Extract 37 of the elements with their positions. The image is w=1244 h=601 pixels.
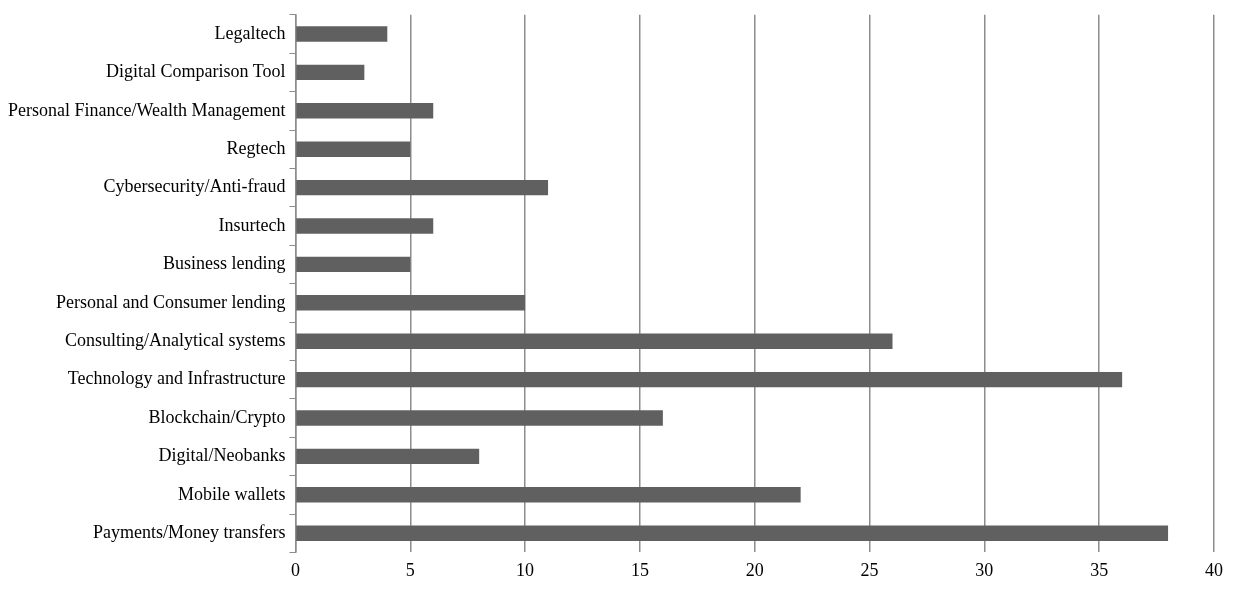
y-tick-label: Payments/Money transfers <box>92 521 286 542</box>
bar <box>296 333 893 349</box>
bar <box>296 103 434 119</box>
x-tick-label: 10 <box>516 559 535 580</box>
bar <box>296 179 549 196</box>
bar <box>296 487 801 503</box>
bar <box>296 410 663 426</box>
y-tick-label: Cybersecurity/Anti-fraud <box>103 176 286 197</box>
x-tick-label: 25 <box>860 559 879 580</box>
y-tick-label: Mobile wallets <box>177 483 286 504</box>
x-tick-label: 20 <box>745 559 764 580</box>
x-tick-label: 0 <box>290 559 300 580</box>
bar <box>296 295 526 311</box>
y-tick-label: Personal and Consumer lending <box>55 291 286 312</box>
bar <box>296 525 1169 541</box>
bar <box>296 371 1123 388</box>
bar <box>296 26 388 42</box>
bar <box>296 256 411 273</box>
x-tick-label: 40 <box>1205 559 1223 580</box>
y-tick-label: Blockchain/Crypto <box>148 406 286 427</box>
y-tick-label: Insurtech <box>218 214 286 235</box>
y-tick-label: Digital/Neobanks <box>158 445 286 466</box>
y-tick-label: Technology and Infrastructure <box>67 368 286 389</box>
y-tick-label: Digital Comparison Tool <box>106 61 286 82</box>
x-tick-label: 35 <box>1090 559 1109 580</box>
x-tick-label: 30 <box>975 559 994 580</box>
y-tick-label: Consulting/Analytical systems <box>64 329 286 350</box>
y-tick-label: Personal Finance/Wealth Management <box>7 99 286 120</box>
bar <box>296 218 434 234</box>
bar <box>296 448 480 465</box>
bar <box>296 141 411 157</box>
y-tick-label: Regtech <box>226 137 286 158</box>
y-tick-label: Legaltech <box>214 22 286 43</box>
bar <box>296 64 365 81</box>
y-tick-label: Business lending <box>162 253 286 274</box>
x-tick-label: 5 <box>405 559 415 580</box>
x-tick-label: 15 <box>630 559 649 580</box>
